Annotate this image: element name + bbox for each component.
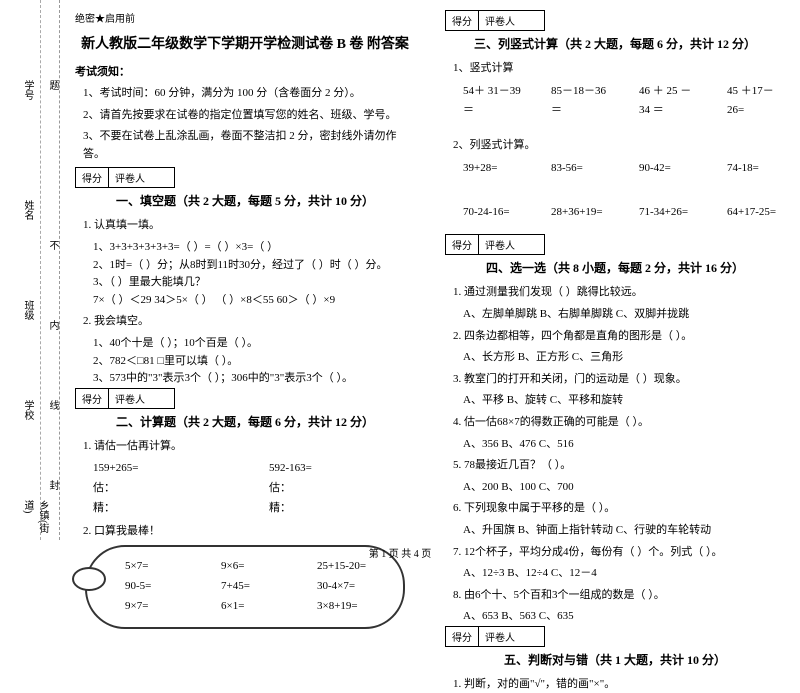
section5-title: 五、判断对与错（共 1 大题，共计 10 分）: [445, 651, 785, 668]
score-box: 得分 评卷人: [75, 388, 175, 409]
margin-field-town: 乡镇(街道): [20, 500, 50, 540]
margin-field-class: 班级: [20, 300, 35, 320]
score-box: 得分 评卷人: [445, 10, 545, 31]
left-column: 绝密★启用前 新人教版二年级数学下学期开学检测试卷 B 卷 附答案 考试须知： …: [60, 0, 430, 540]
binding-margin: 乡镇(街道) 学校 班级 姓名 学号 封 线 内 不 题: [0, 0, 60, 540]
notice-item: 1、考试时间：60 分钟，满分为 100 分（含卷面分 2 分）。: [83, 85, 415, 103]
section4-title: 四、选一选（共 8 小题，每题 2 分，共计 16 分）: [445, 259, 785, 276]
notice-item: 3、不要在试卷上乱涂乱画，卷面不整洁扣 2 分，密封线外请勿作答。: [83, 128, 415, 163]
score-box: 得分 评卷人: [445, 234, 545, 255]
section2-title: 二、计算题（共 2 大题，每题 6 分，共计 12 分）: [75, 413, 415, 430]
section1-title: 一、填空题（共 2 大题，每题 5 分，共计 10 分）: [75, 192, 415, 209]
page-footer: 第 1 页 共 4 页: [0, 545, 800, 560]
margin-field-name: 姓名: [20, 200, 35, 220]
margin-field-id: 学号: [20, 80, 35, 100]
score-box: 得分 评卷人: [75, 167, 175, 188]
exam-title: 新人教版二年级数学下学期开学检测试卷 B 卷 附答案: [75, 33, 415, 53]
margin-field-school: 学校: [20, 400, 35, 420]
notice-heading: 考试须知：: [75, 63, 415, 79]
notice-item: 2、请首先按要求在试卷的指定位置填写您的姓名、班级、学号。: [83, 107, 415, 125]
confidential-label: 绝密★启用前: [75, 10, 415, 25]
right-column: 得分 评卷人 三、列竖式计算（共 2 大题，每题 6 分，共计 12 分） 1、…: [430, 0, 800, 540]
score-box: 得分 评卷人: [445, 626, 545, 647]
section3-title: 三、列竖式计算（共 2 大题，每题 6 分，共计 12 分）: [445, 35, 785, 52]
